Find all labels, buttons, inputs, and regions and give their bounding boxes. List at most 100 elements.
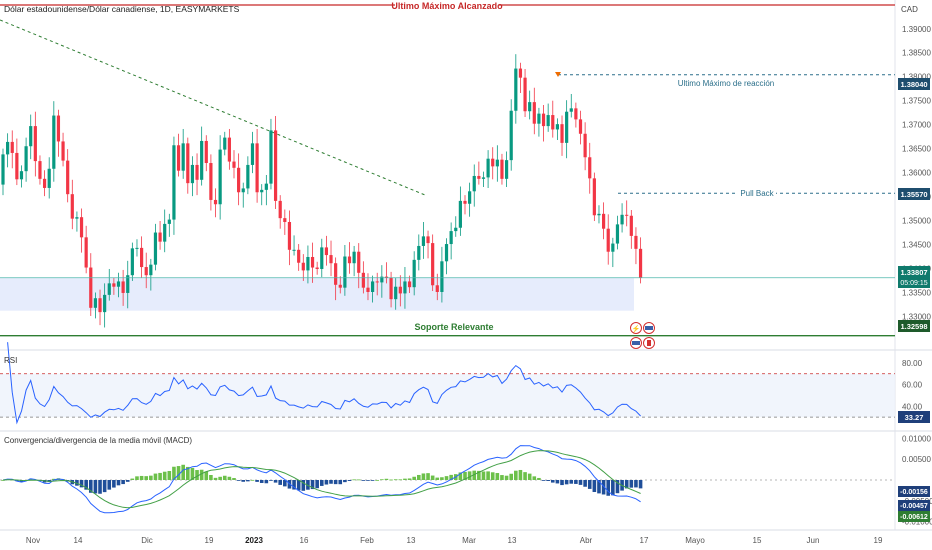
reaction-high-label-box	[680, 78, 772, 89]
x-tick-label: 16	[300, 536, 309, 545]
candle-body	[209, 163, 213, 200]
macd-histogram-bar	[255, 480, 259, 482]
candle-body	[10, 141, 14, 153]
candle-body	[310, 256, 315, 268]
rsi-tick-label: 40.00	[902, 402, 923, 411]
candle-body	[371, 281, 375, 292]
candle-body	[435, 285, 439, 292]
candle-body	[237, 167, 241, 193]
candle-body	[606, 228, 610, 252]
rsi-title: RSI	[4, 356, 17, 365]
y-tick-label: 1.38500	[902, 49, 931, 58]
macd-histogram-bar	[125, 480, 130, 482]
macd-histogram-bar	[218, 476, 222, 480]
macd-histogram-bar	[195, 470, 199, 480]
candle-body	[338, 284, 342, 288]
candle-body	[264, 183, 268, 190]
macd-histogram-bar	[574, 480, 578, 484]
macd-histogram-bar	[172, 466, 176, 480]
candle-body	[250, 143, 255, 165]
macd-histogram-bar	[546, 480, 550, 481]
candle-body	[407, 281, 412, 288]
macd-histogram-bar	[264, 480, 269, 484]
macd-histogram-bar	[153, 473, 158, 480]
macd-histogram-bar	[149, 475, 153, 480]
candle-body	[93, 298, 97, 308]
candle-body	[130, 248, 134, 276]
x-tick-label: 13	[407, 536, 416, 545]
macd-histogram-bar	[52, 478, 56, 480]
macd-histogram-bar	[523, 472, 527, 480]
macd-histogram-bar	[430, 475, 435, 480]
macd-histogram-bar	[135, 476, 139, 480]
macd-histogram-bar	[555, 480, 560, 484]
macd-histogram-bar	[449, 474, 453, 480]
candle-body	[361, 272, 365, 288]
candle-body	[426, 236, 430, 244]
candle-body	[444, 244, 449, 262]
pullback-label-box	[738, 188, 776, 199]
macd-histogram-bar	[292, 480, 296, 490]
macd-histogram-bar	[463, 471, 467, 480]
candle-body	[306, 256, 310, 271]
macd-histogram-bar	[380, 479, 384, 481]
candle-body	[56, 115, 61, 142]
macd-histogram-bar	[458, 472, 463, 480]
chart-background	[0, 0, 932, 531]
macd-histogram-bar	[222, 475, 227, 480]
macd-histogram-bar	[98, 480, 102, 494]
candle-body	[195, 164, 199, 180]
reaction-high-badge-text: 1.38040	[900, 80, 927, 89]
candle-body	[421, 236, 426, 246]
last-price-badge-text: 1.33807	[900, 268, 927, 277]
macd-histogram-bar	[343, 480, 347, 483]
support-badge	[898, 320, 930, 332]
macd-histogram-bar	[356, 479, 361, 481]
candle-body	[29, 126, 33, 147]
candle-body	[320, 247, 324, 269]
macd-histogram-bar	[366, 480, 370, 481]
macd-hist-badge	[898, 486, 930, 497]
candle-body	[283, 218, 287, 222]
macd-histogram-bar	[495, 473, 500, 480]
news-event-icon[interactable]	[630, 322, 642, 334]
macd-histogram-bar	[93, 480, 98, 494]
y-tick-label: 1.34500	[902, 241, 931, 250]
x-tick-label: 2023	[245, 536, 263, 545]
candle-body	[70, 194, 74, 219]
rsi-pane: 80.00 60.00 40.00	[0, 342, 923, 425]
macd-histogram-bar	[592, 480, 597, 493]
candle-body	[551, 115, 555, 130]
candle-body	[597, 213, 601, 216]
candle-body	[574, 108, 578, 120]
candle-body	[1, 154, 5, 185]
macd-histogram-bar	[440, 477, 444, 480]
candle-body	[204, 140, 208, 164]
candle-body	[431, 243, 435, 286]
macd-histogram-bar	[352, 479, 356, 481]
macd-histogram-bar	[259, 480, 264, 483]
macd-histogram-bar	[139, 475, 144, 480]
macd-histogram-bar	[232, 478, 236, 480]
macd-histogram-bar	[204, 471, 209, 480]
x-tick-label: Abr	[580, 536, 593, 545]
candle-body	[486, 158, 490, 178]
candle-body	[223, 137, 227, 150]
macd-histogram-bar	[537, 477, 541, 480]
candle-body	[546, 115, 550, 127]
macd-tick-label: 0.00500	[902, 455, 931, 464]
us-flag-icon-2	[632, 341, 640, 345]
x-tick-label: 13	[508, 536, 517, 545]
candle-body	[121, 281, 125, 293]
countdown-text: 05:09:15	[900, 280, 927, 287]
candle-body	[140, 247, 144, 268]
candle-body	[24, 146, 28, 172]
macd-histogram-bar	[176, 466, 181, 480]
resistance-label-box	[395, 0, 499, 12]
support-badge-text: 1.32598	[900, 322, 927, 331]
candle-body	[52, 115, 56, 169]
candle-body	[592, 178, 596, 216]
x-tick-label: Jun	[807, 536, 820, 545]
